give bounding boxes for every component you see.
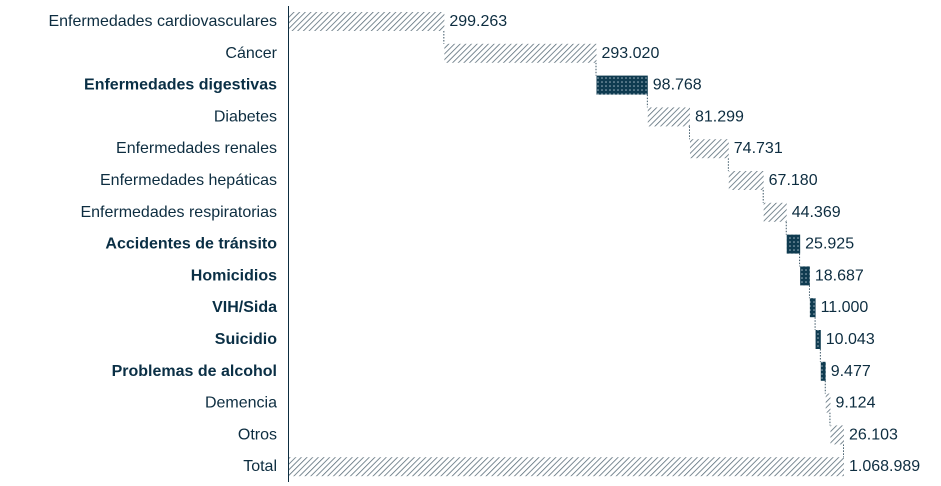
bar xyxy=(825,393,831,413)
category-label: Enfermedades renales xyxy=(116,140,277,157)
value-label: 11.000 xyxy=(821,299,869,316)
value-label: 67.180 xyxy=(769,172,818,189)
category-label: Problemas de alcohol xyxy=(112,363,277,380)
value-label: 81.299 xyxy=(695,108,744,125)
value-label: 74.731 xyxy=(734,140,783,157)
category-label: Cáncer xyxy=(225,45,277,62)
category-label: Suicidio xyxy=(215,331,277,348)
bar xyxy=(763,202,787,222)
value-label: 1.068.989 xyxy=(849,458,920,475)
bar xyxy=(647,107,690,127)
value-labels: 299.263 293.020 98.768 81.299 74.731 67.180 44… xyxy=(449,13,920,475)
value-label: 25.925 xyxy=(805,236,854,253)
bar xyxy=(786,234,801,254)
bar xyxy=(820,361,826,381)
value-label: 98.768 xyxy=(653,77,702,94)
bar xyxy=(289,12,445,31)
category-label: VIH/Sida xyxy=(212,299,277,316)
category-label: Total xyxy=(243,458,277,475)
bars xyxy=(289,12,844,477)
bar xyxy=(728,171,764,190)
category-label: Homicidios xyxy=(191,267,277,284)
value-label: 10.043 xyxy=(826,331,875,348)
category-label: Accidentes de tránsito xyxy=(105,236,277,253)
category-label: Diabetes xyxy=(214,108,277,125)
category-label: Enfermedades digestivas xyxy=(84,77,277,94)
value-label: 18.687 xyxy=(815,267,864,284)
value-label: 293.020 xyxy=(602,45,660,62)
category-label: Otros xyxy=(238,426,277,443)
value-label: 44.369 xyxy=(792,204,841,221)
value-label: 26.103 xyxy=(849,426,898,443)
bar xyxy=(830,425,844,445)
category-label: Demencia xyxy=(205,395,277,412)
value-label: 299.263 xyxy=(449,13,507,30)
value-label: 9.124 xyxy=(835,395,875,412)
bar xyxy=(444,43,597,63)
category-labels: Enfermedades cardiovasculares Cáncer Enfer… xyxy=(48,13,277,475)
bar xyxy=(289,457,844,477)
connector-lines xyxy=(443,31,844,458)
category-label: Enfermedades hepáticas xyxy=(100,172,277,189)
value-label: 9.477 xyxy=(831,363,871,380)
category-label: Enfermedades respiratorias xyxy=(80,204,277,221)
category-label: Enfermedades cardiovasculares xyxy=(48,13,277,30)
bar xyxy=(800,266,810,286)
bar xyxy=(815,330,821,349)
bar xyxy=(596,75,648,95)
bar xyxy=(689,139,729,159)
bar xyxy=(809,298,816,318)
